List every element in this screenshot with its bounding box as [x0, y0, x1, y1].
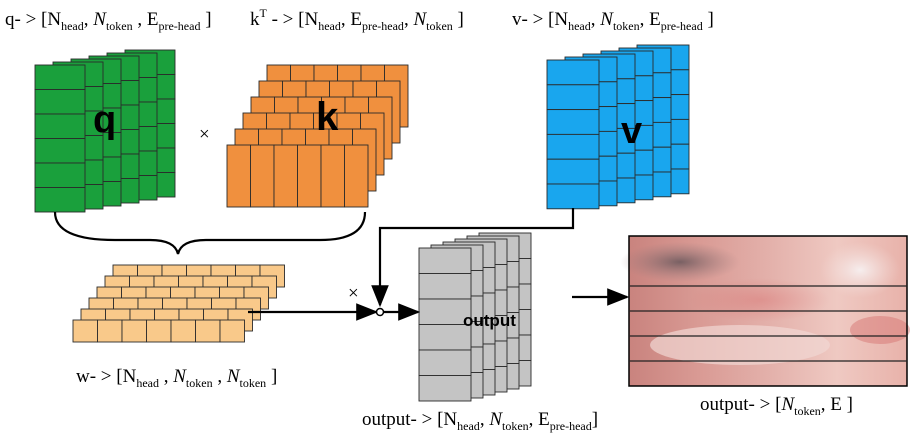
k-cell [320, 144, 345, 208]
v-cell [546, 158, 600, 185]
k-shape-label: kT - > [Nhead, Epre-head, Ntoken ] [250, 6, 464, 33]
q-block-letter: q [93, 99, 116, 141]
v-block-letter: v [621, 110, 642, 152]
q-cell [34, 187, 86, 213]
multiply-node [375, 307, 385, 317]
q-layer [34, 64, 86, 213]
output-cell [418, 375, 472, 402]
k-layer [226, 144, 369, 208]
w-cell [219, 319, 245, 343]
output-cell [418, 247, 472, 274]
output-cell [418, 349, 472, 376]
k-cell [273, 144, 298, 208]
output-layer [418, 247, 472, 402]
v-tensor-stack [546, 44, 690, 210]
output-head-shape-label: output- > [Nhead, Ntoken, Epre-head] [362, 409, 598, 433]
w-layer [72, 319, 245, 343]
k-tensor-stack [226, 64, 409, 208]
merge-brace [53, 211, 367, 255]
multiply-sign-wv: × [348, 283, 359, 304]
q-tensor-stack [34, 49, 176, 213]
q-cell [34, 138, 86, 164]
v-shape-label: v- > [Nhead, Ntoken, Epre-head ] [512, 9, 714, 33]
final-output-matrix [620, 235, 910, 387]
k-cell [250, 144, 275, 208]
k-block-letter: k [316, 95, 339, 139]
output-cell [418, 298, 472, 325]
w-cell [170, 319, 196, 343]
k-cell [226, 144, 251, 208]
v-cell [546, 109, 600, 135]
v-cell [546, 183, 600, 210]
q-cell [34, 162, 86, 188]
q-cell [34, 89, 86, 115]
output-cell [418, 273, 472, 300]
k-cell [297, 144, 322, 208]
q-cell [34, 113, 86, 139]
w-cell [121, 319, 147, 343]
w-cell [72, 319, 98, 343]
output-head-tensor-stack [418, 232, 532, 402]
final-output-shape-label: output- > [Ntoken, E ] [700, 394, 853, 418]
w-cell [195, 319, 221, 343]
w-cell [146, 319, 172, 343]
output-block-label: output [463, 311, 516, 330]
v-layer [546, 59, 600, 210]
w-shape-label: w- > [Nhead , Ntoken , Ntoken ] [76, 366, 277, 390]
v-cell [546, 84, 600, 111]
v-cell [546, 133, 600, 160]
multiply-sign-qk: × [199, 124, 210, 145]
v-cell [546, 59, 600, 86]
v-to-multiply-arrow [371, 208, 575, 308]
q-cell [34, 64, 86, 90]
q-shape-label: q- > [Nhead, Ntoken , Epre-head ] [5, 9, 212, 33]
k-cell [344, 144, 369, 208]
w-cell [97, 319, 123, 343]
w-tensor-stack [72, 264, 285, 343]
